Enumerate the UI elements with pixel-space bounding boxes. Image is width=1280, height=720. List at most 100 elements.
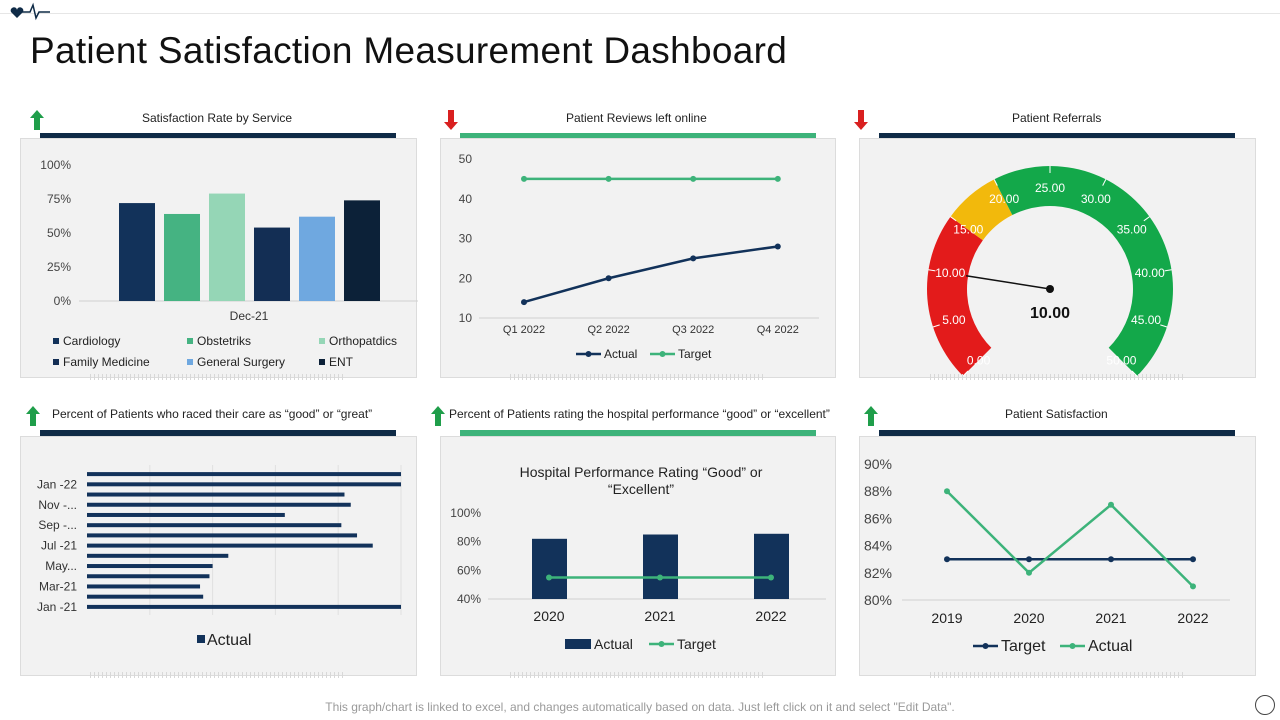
legend-label: Target <box>678 347 712 361</box>
y-tick-label: 90% <box>864 456 892 472</box>
x-tick-label: 2020 <box>1013 610 1044 626</box>
bar-actual <box>532 538 567 599</box>
bar-jan-22 <box>87 482 401 487</box>
page-title: Patient Satisfaction Measurement Dashboa… <box>30 30 788 71</box>
legend-label: Actual <box>207 632 251 649</box>
x-tick-label: 2021 <box>1095 610 1126 626</box>
bar-sep- <box>87 523 342 528</box>
gauge-tick-label: 25.00 <box>1035 181 1065 195</box>
y-tick-label: 86% <box>864 510 892 526</box>
x-tick-label: 2019 <box>931 610 962 626</box>
gauge-tick <box>993 179 998 186</box>
data-point-actual <box>944 488 950 495</box>
gauge-band <box>950 179 1013 241</box>
gauge-tick-label: 45.00 <box>1131 313 1161 327</box>
y-tick-label: 30 <box>459 232 473 246</box>
y-tick-label: 25% <box>47 260 71 274</box>
gauge-tick-label: 20.00 <box>989 192 1019 206</box>
legend-marker <box>187 338 193 344</box>
bar-jan-21 <box>87 604 401 609</box>
gauge-tick <box>950 216 957 222</box>
reviews-line-chart: 10 20 30 40 50 Q1 2022 Q2 2022 Q3 2022 Q4 2022 Ac… <box>459 152 819 361</box>
bar-apr-21 <box>87 574 210 579</box>
gauge-tick-label: 5.00 <box>942 313 966 327</box>
top-divider <box>0 13 1280 14</box>
panel-header-patient-satisfaction: Patient Satisfaction <box>864 404 1254 430</box>
panel-header-hospital-rating: Percent of Patients rating the hospital … <box>431 404 841 430</box>
footer-note: This graph/chart is linked to excel, and… <box>325 700 955 714</box>
panel-header-referrals: Patient Referrals <box>854 108 1254 134</box>
legend-marker <box>659 351 666 357</box>
legend-marker <box>658 641 665 647</box>
data-point-target <box>1026 556 1032 563</box>
legend-marker <box>53 359 59 365</box>
data-point-target <box>774 175 781 182</box>
data-point-actual <box>774 243 781 250</box>
data-point-actual <box>1026 569 1032 576</box>
panel-decor <box>930 374 1185 380</box>
y-tick-label: Jan -22 <box>37 477 77 491</box>
y-tick-label: Nov -... <box>38 498 77 512</box>
y-tick-label: 80% <box>864 592 892 608</box>
data-point-actual <box>521 299 527 306</box>
bar-family-medicine <box>254 227 290 301</box>
panel-accent-bar <box>879 430 1235 436</box>
chart-panel-hospital-rating: Hospital Performance Rating “Good” or “Ex… <box>440 436 836 676</box>
legend-marker <box>565 639 591 649</box>
bar-general-surgery <box>299 216 335 301</box>
gauge-tick-label: 10.00 <box>935 266 965 280</box>
data-point-actual <box>1190 583 1196 590</box>
bar-mar-21 <box>87 584 201 589</box>
trend-up-arrow-icon <box>30 110 44 130</box>
gauge-tick <box>1160 324 1168 328</box>
chart-panel-care-rating: Jan -21 Mar-21 May... Jul -21 Sep -... Nov -.… <box>20 436 417 676</box>
bar-actual <box>643 534 678 599</box>
chart-panel-satisfaction-rate: 0% 25% 50% 75% 100% Dec-21 Cardiology Obstetrik… <box>20 138 418 378</box>
referrals-gauge: 0.00 5.00 10.00 15.00 20.00 25.00 30.00 35.00 40… <box>927 166 1173 377</box>
bar-actual <box>754 533 789 599</box>
y-tick-label: Jan -21 <box>37 600 77 614</box>
care-rating-bar-chart: Jan -21 Mar-21 May... Jul -21 Sep -... Nov -.… <box>37 465 402 649</box>
panel-decor <box>930 672 1185 678</box>
trend-up-arrow-icon <box>864 406 878 426</box>
y-tick-label: 88% <box>864 483 892 499</box>
y-tick-label: 100% <box>40 158 71 172</box>
panel-accent-bar <box>460 430 816 436</box>
panel-title: Patient Satisfaction <box>1005 407 1108 421</box>
gauge-tick <box>1164 269 1172 272</box>
satisfaction-rate-chart: 0% 25% 50% 75% 100% Dec-21 Cardiology Obstetrik… <box>40 158 418 369</box>
data-point-target <box>944 556 950 563</box>
y-tick-label: 82% <box>864 565 892 581</box>
bar-jun-21 <box>87 553 229 558</box>
chart-title-line-2: “Excellent” <box>608 481 674 497</box>
gauge-tick-label: 35.00 <box>1117 223 1147 237</box>
panel-accent-bar <box>879 133 1235 139</box>
bar-dec-21 <box>87 492 345 497</box>
data-point-actual <box>1108 501 1114 508</box>
trend-up-arrow-icon <box>26 406 40 426</box>
bar-feb-22 <box>87 472 401 477</box>
data-point-target <box>1190 556 1196 563</box>
trend-up-arrow-icon <box>431 406 445 426</box>
y-tick-label: 84% <box>864 538 892 554</box>
legend-label: Orthopatdics <box>329 334 397 348</box>
y-tick-label: May... <box>45 559 77 573</box>
legend-marker <box>585 351 592 357</box>
gauge-value-label: 10.00 <box>1030 305 1070 322</box>
panel-decor <box>510 672 765 678</box>
x-tick-label: 2020 <box>533 608 564 624</box>
chart-title-line-1: Hospital Performance Rating “Good” or <box>520 464 763 480</box>
bar-oct-21 <box>87 512 285 517</box>
legend-label: Actual <box>1088 638 1132 655</box>
y-tick-label: 100% <box>450 506 481 520</box>
circle-icon[interactable] <box>1255 695 1275 715</box>
legend-label: Target <box>677 636 716 652</box>
bar-aug-21 <box>87 533 358 538</box>
y-tick-label: 10 <box>459 311 473 325</box>
patient-satisfaction-chart: 80% 82% 84% 86% 88% 90% 2019 2020 2021 2022 Target… <box>864 456 1230 655</box>
gauge-tick-label: 0.00 <box>967 353 991 367</box>
gauge-tick-label: 30.00 <box>1081 192 1111 206</box>
x-tick-label: 2021 <box>644 608 675 624</box>
panel-decor <box>90 672 345 678</box>
series-line-actual <box>946 490 1194 588</box>
